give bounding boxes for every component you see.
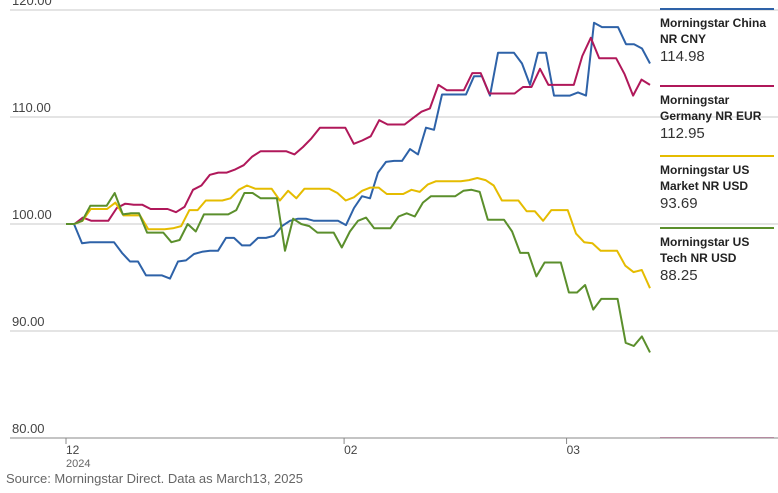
source-note: Source: Morningstar Direct. Data as Marc… — [6, 471, 303, 486]
y-tick-label: 80.00 — [12, 421, 45, 436]
legend-series-name: Morningstar China NR CNY — [660, 16, 767, 46]
legend-swatch — [660, 155, 774, 157]
legend-series-name: Morningstar US Tech NR USD — [660, 235, 750, 265]
y-tick-label: 90.00 — [12, 314, 45, 329]
y-tick-label: 100.00 — [12, 207, 52, 222]
x-tick-label: 02 — [344, 443, 358, 457]
legend-item: Morningstar Germany NR EUR 112.95 — [660, 85, 774, 143]
legend-last-value: 112.95 — [660, 125, 705, 142]
series-line — [66, 36, 651, 225]
legend-last-value: 114.98 — [660, 48, 705, 65]
legend-swatch — [660, 8, 774, 10]
series-line — [66, 21, 651, 280]
legend-series-name: Morningstar US Market NR USD — [660, 163, 750, 193]
x-tick-sublabel: 2024 — [66, 458, 90, 470]
x-tick-label: 12 — [66, 443, 80, 457]
legend-swatch — [660, 227, 774, 229]
y-tick-label: 110.00 — [12, 100, 51, 115]
series-lines — [66, 21, 651, 353]
legend-swatch — [660, 85, 774, 87]
legend-last-value: 93.69 — [660, 195, 698, 212]
legend-item: Morningstar US Tech NR USD 88.25 — [660, 227, 774, 285]
legend-item: Morningstar China NR CNY 114.98 — [660, 8, 774, 66]
legend-item: Morningstar US Market NR USD 93.69 — [660, 155, 774, 213]
series-line — [66, 177, 651, 289]
x-tick-label: 03 — [567, 443, 581, 457]
legend-last-value: 88.25 — [660, 267, 698, 284]
y-axis-tick-labels: 80.00 90.00 100.00 110.00 120.00 — [12, 0, 52, 436]
legend-series-name: Morningstar Germany NR EUR — [660, 93, 762, 123]
series-line — [66, 188, 651, 353]
y-tick-label: 120.00 — [12, 0, 52, 8]
legend-bottom-rule — [660, 437, 774, 438]
